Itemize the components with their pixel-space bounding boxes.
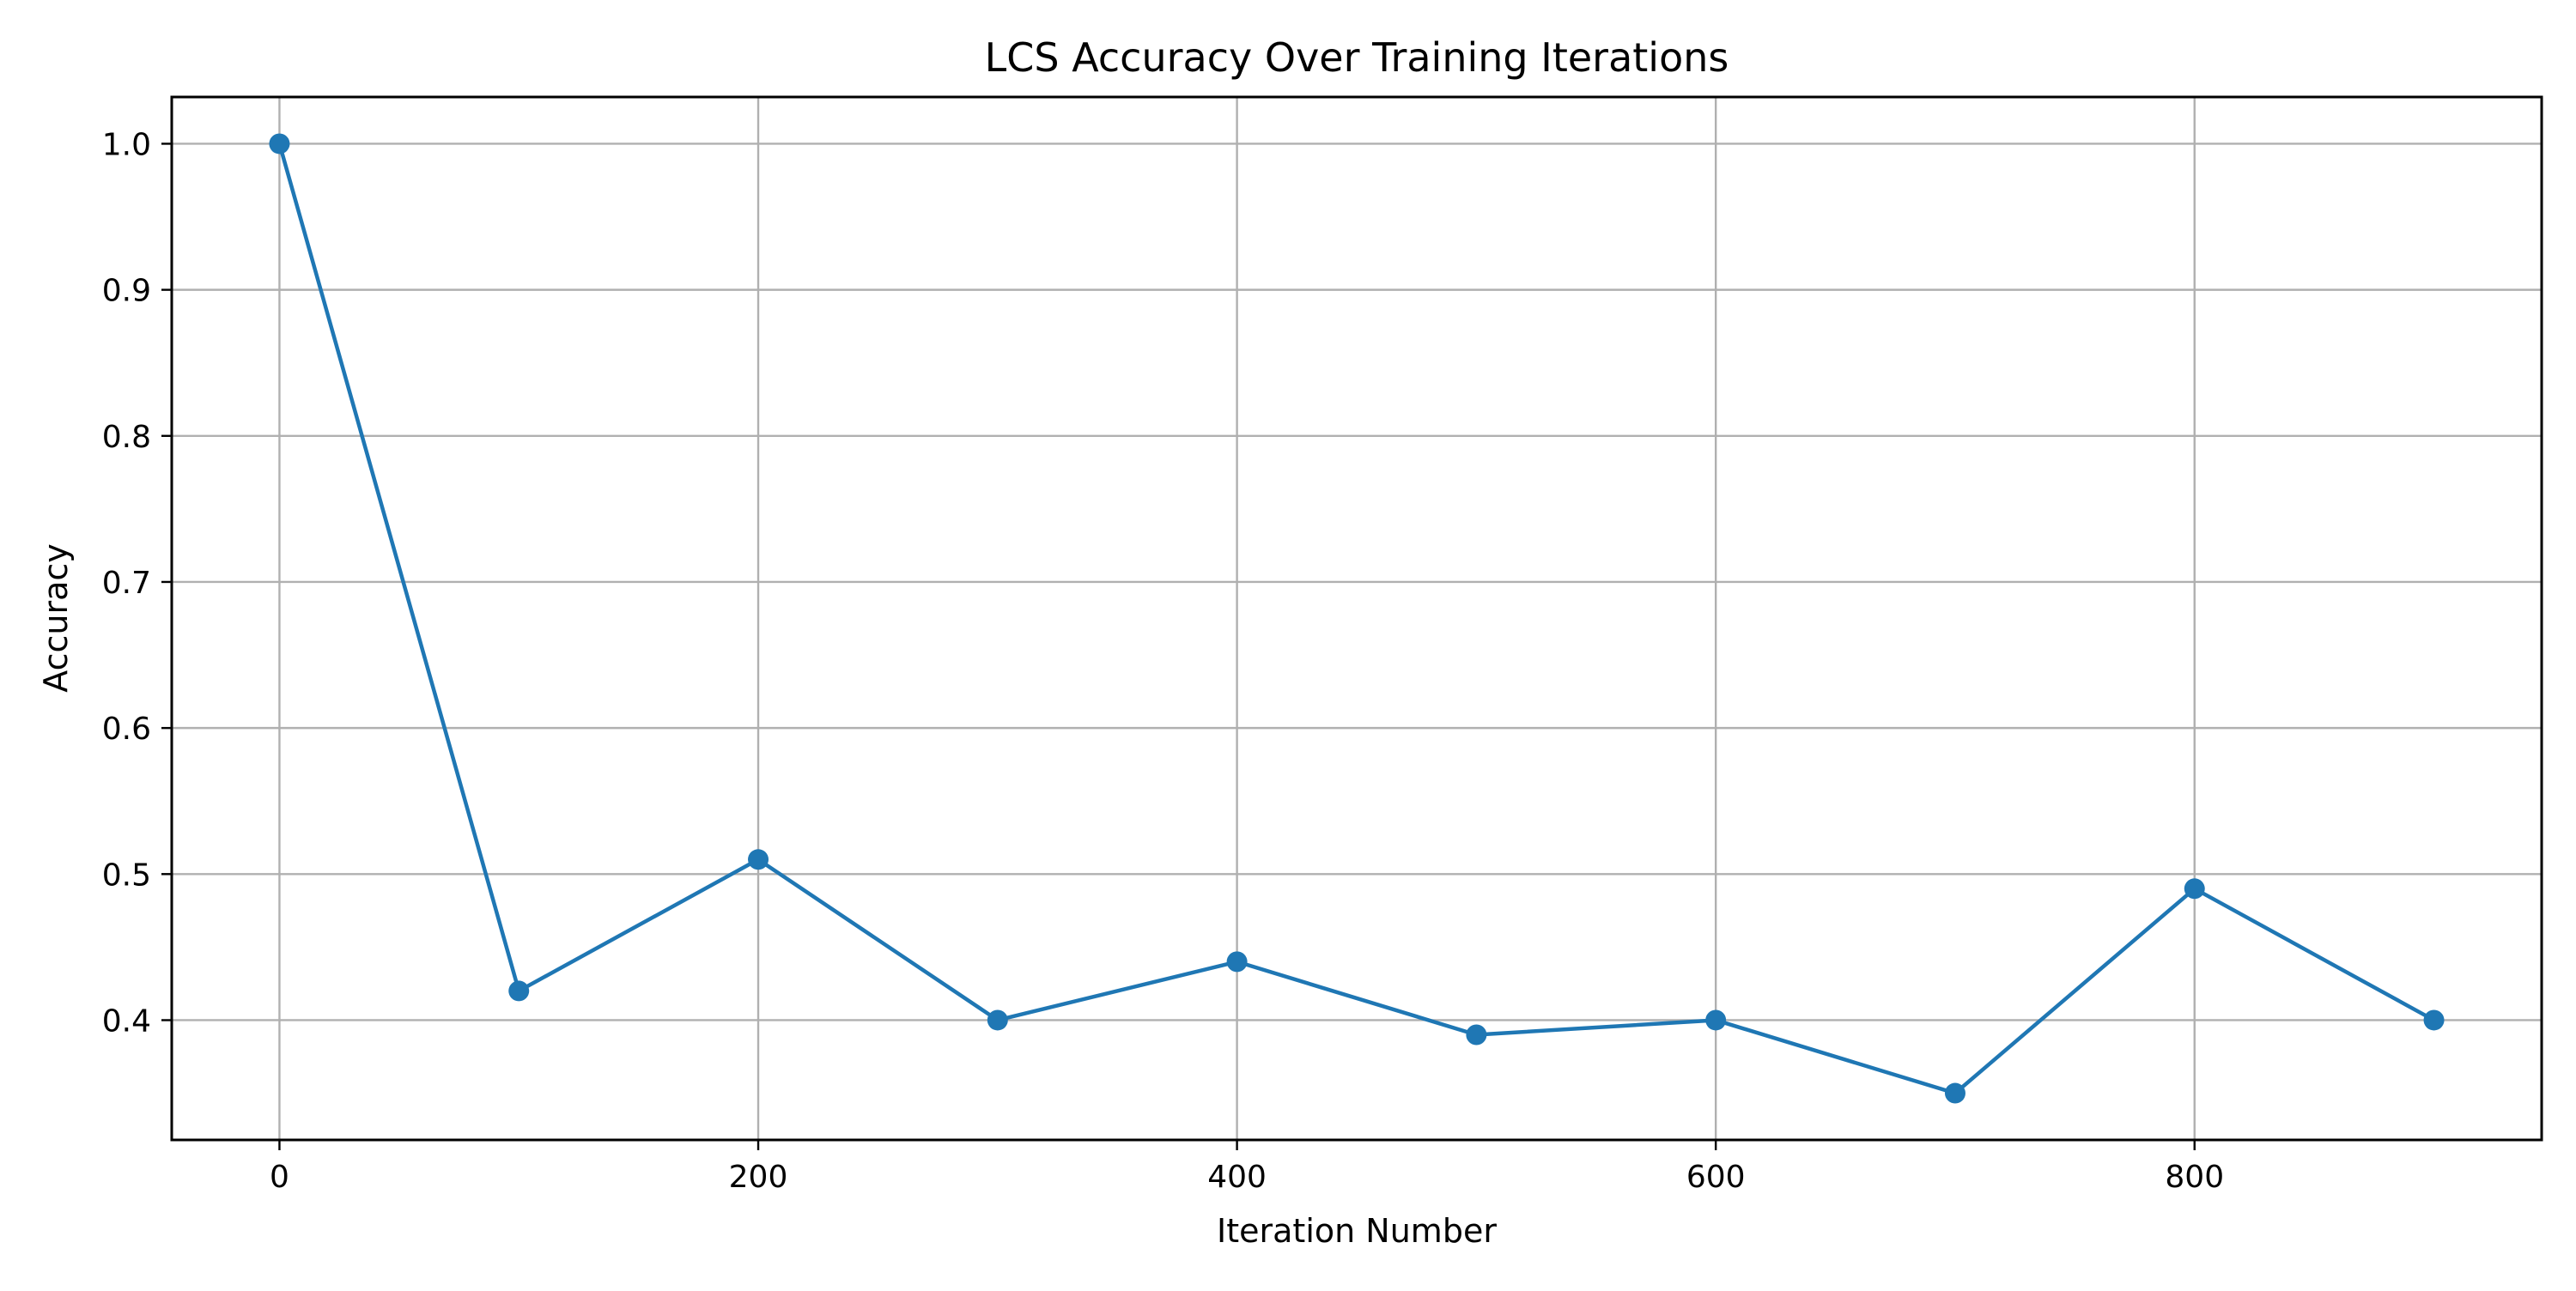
y-tick-label: 0.6 [102,712,151,747]
x-tick-label: 400 [1207,1160,1267,1195]
y-tick-label: 0.9 [102,274,151,309]
x-axis-label: Iteration Number [1217,1212,1497,1250]
series-line [277,142,2435,1095]
data-point [2423,1009,2445,1031]
grid-lines [172,97,2542,1140]
y-axis-ticks: 0.4 0.5 0.6 0.7 0.8 0.9 1.0 [102,127,172,1039]
data-point [508,980,530,1002]
plot-area-frame [170,95,2543,1142]
data-point [1466,1024,1487,1046]
data-point [748,849,769,870]
x-axis-ticks: 0 200 400 600 800 [270,1140,2224,1195]
data-point [1944,1082,1965,1104]
x-tick-label: 800 [2165,1160,2224,1195]
x-tick-label: 200 [729,1160,788,1195]
data-point [987,1009,1008,1031]
y-axis-label: Accuracy [37,543,75,693]
data-point [269,133,290,155]
data-point [2184,878,2205,900]
y-tick-label: 0.7 [102,566,151,601]
data-point [1226,951,1248,973]
x-tick-label: 600 [1686,1160,1746,1195]
y-tick-label: 1.0 [102,127,151,162]
y-tick-label: 0.4 [102,1003,151,1039]
series-layer [269,133,2445,1104]
chart-title: LCS Accuracy Over Training Iterations [985,34,1729,81]
data-point [1705,1009,1727,1031]
x-tick-label: 0 [270,1160,289,1195]
y-tick-label: 0.8 [102,420,151,455]
y-tick-label: 0.5 [102,858,151,893]
